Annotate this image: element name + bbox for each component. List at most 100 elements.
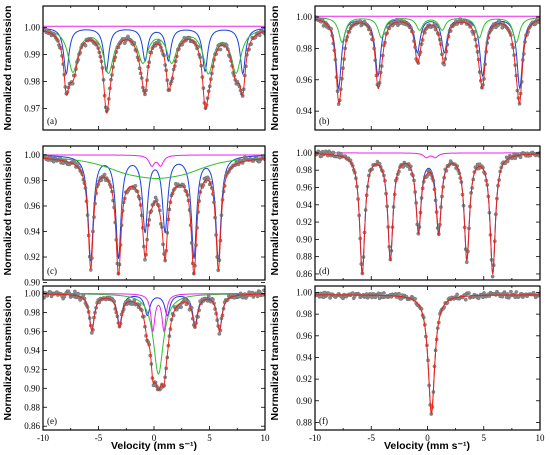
series-line-sextet bbox=[43, 28, 265, 76]
panel-label: (a) bbox=[47, 116, 57, 126]
y-axis-label-row3-left: Normalized transmission bbox=[2, 296, 14, 421]
y-tick-label: 0.98 bbox=[296, 165, 312, 175]
y-tick-label: 0.98 bbox=[296, 309, 312, 319]
y-axis-label-row1-left: Normalized transmission bbox=[2, 6, 14, 131]
data-point bbox=[509, 289, 513, 294]
panels-group: 0.970.980.991.00(a)0.940.960.981.00(b)0.… bbox=[24, 5, 546, 443]
data-point bbox=[83, 43, 88, 48]
data-point bbox=[156, 39, 161, 44]
data-point bbox=[143, 257, 147, 262]
plot-area bbox=[315, 289, 540, 416]
series-line-sextet bbox=[43, 155, 265, 262]
x-tick-label: -10 bbox=[309, 433, 321, 443]
x-tick-label: 0 bbox=[152, 433, 157, 443]
y-tick-label: 0.88 bbox=[24, 402, 40, 412]
x-tick-label: 0 bbox=[425, 433, 430, 443]
x-tick-label: -10 bbox=[37, 433, 49, 443]
y-tick-label: 0.92 bbox=[296, 374, 312, 384]
data-point bbox=[467, 291, 471, 295]
y-tick-label: 0.88 bbox=[296, 252, 312, 262]
panel-label: (d) bbox=[319, 266, 330, 276]
data-point bbox=[102, 172, 107, 177]
data-point bbox=[350, 291, 355, 295]
y-tick-label: 0.96 bbox=[296, 331, 312, 341]
data-point bbox=[206, 294, 211, 298]
data-point bbox=[73, 289, 77, 294]
y-tick-label: 1.00 bbox=[296, 148, 312, 158]
panel-label: (b) bbox=[319, 116, 330, 126]
x-tick-label: -5 bbox=[95, 433, 103, 443]
y-tick-label: 0.90 bbox=[24, 383, 40, 393]
plot-area bbox=[315, 149, 540, 279]
panel-b: 0.94 0.96 0.98 1.00 (b) bbox=[296, 5, 541, 131]
panel-label: (c) bbox=[47, 266, 57, 276]
data-point bbox=[257, 33, 262, 38]
data-point bbox=[464, 260, 469, 265]
data-point bbox=[370, 295, 374, 300]
series-line-doublet bbox=[315, 152, 540, 159]
data-point bbox=[218, 47, 223, 52]
series-line-singlet bbox=[43, 293, 265, 375]
data-point bbox=[43, 295, 46, 300]
panel-f: -10 -5 0 5 10 0.88 0.90 0.92 0.94 0.96 0.98 1.00 (f) bbox=[296, 285, 546, 443]
y-axis-label-row3-right: Normalized transmission bbox=[269, 296, 281, 421]
series-line-sextet bbox=[315, 17, 540, 44]
data-point bbox=[76, 162, 80, 166]
plot-area bbox=[315, 14, 540, 106]
y-tick-label: 0.98 bbox=[296, 43, 312, 53]
series-line-fit bbox=[315, 294, 540, 414]
panel-d: 0.86 0.88 0.90 0.92 0.94 0.96 0.98 1.00 (d) bbox=[296, 145, 541, 281]
series-line-total-fit bbox=[43, 293, 265, 391]
axis-frame bbox=[314, 145, 541, 281]
series-line-total-fit bbox=[315, 18, 540, 105]
axis-frame bbox=[42, 285, 266, 431]
y-tick-label: 0.92 bbox=[24, 252, 40, 262]
y-tick-label: 0.90 bbox=[24, 278, 40, 288]
y-tick-label: 0.86 bbox=[24, 421, 40, 431]
data-point bbox=[262, 288, 265, 293]
data-point bbox=[217, 332, 222, 336]
data-point bbox=[211, 297, 215, 302]
y-tick-label: 0.96 bbox=[296, 182, 312, 192]
x-tick-label: -5 bbox=[368, 433, 376, 443]
y-tick-label: 0.92 bbox=[296, 217, 312, 227]
y-axis-label-row2-right: Normalized transmission bbox=[269, 151, 281, 276]
panel-e: -10 -5 0 5 10 0.86 0.88 0.90 0.92 0.94 0.96 0.98 1.0… bbox=[24, 285, 271, 443]
data-point bbox=[428, 169, 433, 174]
data-point bbox=[382, 291, 386, 295]
data-point bbox=[43, 153, 47, 158]
panel-label: (e) bbox=[47, 416, 57, 426]
y-tick-label: 1.00 bbox=[24, 289, 40, 299]
panel-a: 0.97 0.98 0.99 1.00 (a) bbox=[24, 5, 266, 131]
y-tick-label: 0.90 bbox=[296, 396, 312, 406]
y-tick-label: 0.98 bbox=[24, 76, 40, 86]
panel-c: 0.90 0.92 0.94 0.96 0.98 1.00 (c) bbox=[24, 145, 266, 288]
panel-label: (f) bbox=[319, 416, 328, 426]
x-tick-label: 10 bbox=[261, 433, 271, 443]
series-line-broad bbox=[43, 157, 265, 179]
y-tick-label: 1.00 bbox=[24, 150, 40, 160]
data-point bbox=[397, 291, 401, 296]
plot-area bbox=[43, 153, 265, 276]
data-point bbox=[81, 293, 86, 298]
y-tick-label: 0.94 bbox=[24, 345, 40, 355]
x-tick-label: 5 bbox=[482, 433, 487, 443]
y-tick-label: 0.96 bbox=[24, 326, 40, 336]
y-tick-label: 0.90 bbox=[296, 234, 312, 244]
y-tick-label: 0.94 bbox=[296, 352, 312, 362]
y-tick-label: 0.97 bbox=[24, 103, 40, 113]
data-point bbox=[255, 294, 260, 299]
plot-area bbox=[43, 25, 265, 115]
y-axis-label-row1-right: Normalized transmission bbox=[269, 6, 281, 131]
data-point bbox=[394, 17, 399, 22]
x-tick-label: 5 bbox=[207, 433, 212, 443]
data-point bbox=[413, 296, 417, 301]
y-tick-label: 0.94 bbox=[24, 227, 40, 237]
x-tick-label: 10 bbox=[536, 433, 546, 443]
series-line-total-fit bbox=[315, 153, 540, 275]
data-point bbox=[133, 184, 138, 188]
y-tick-label: 0.98 bbox=[24, 308, 40, 318]
y-tick-label: 0.88 bbox=[296, 417, 312, 427]
y-tick-label: 0.98 bbox=[24, 175, 40, 185]
